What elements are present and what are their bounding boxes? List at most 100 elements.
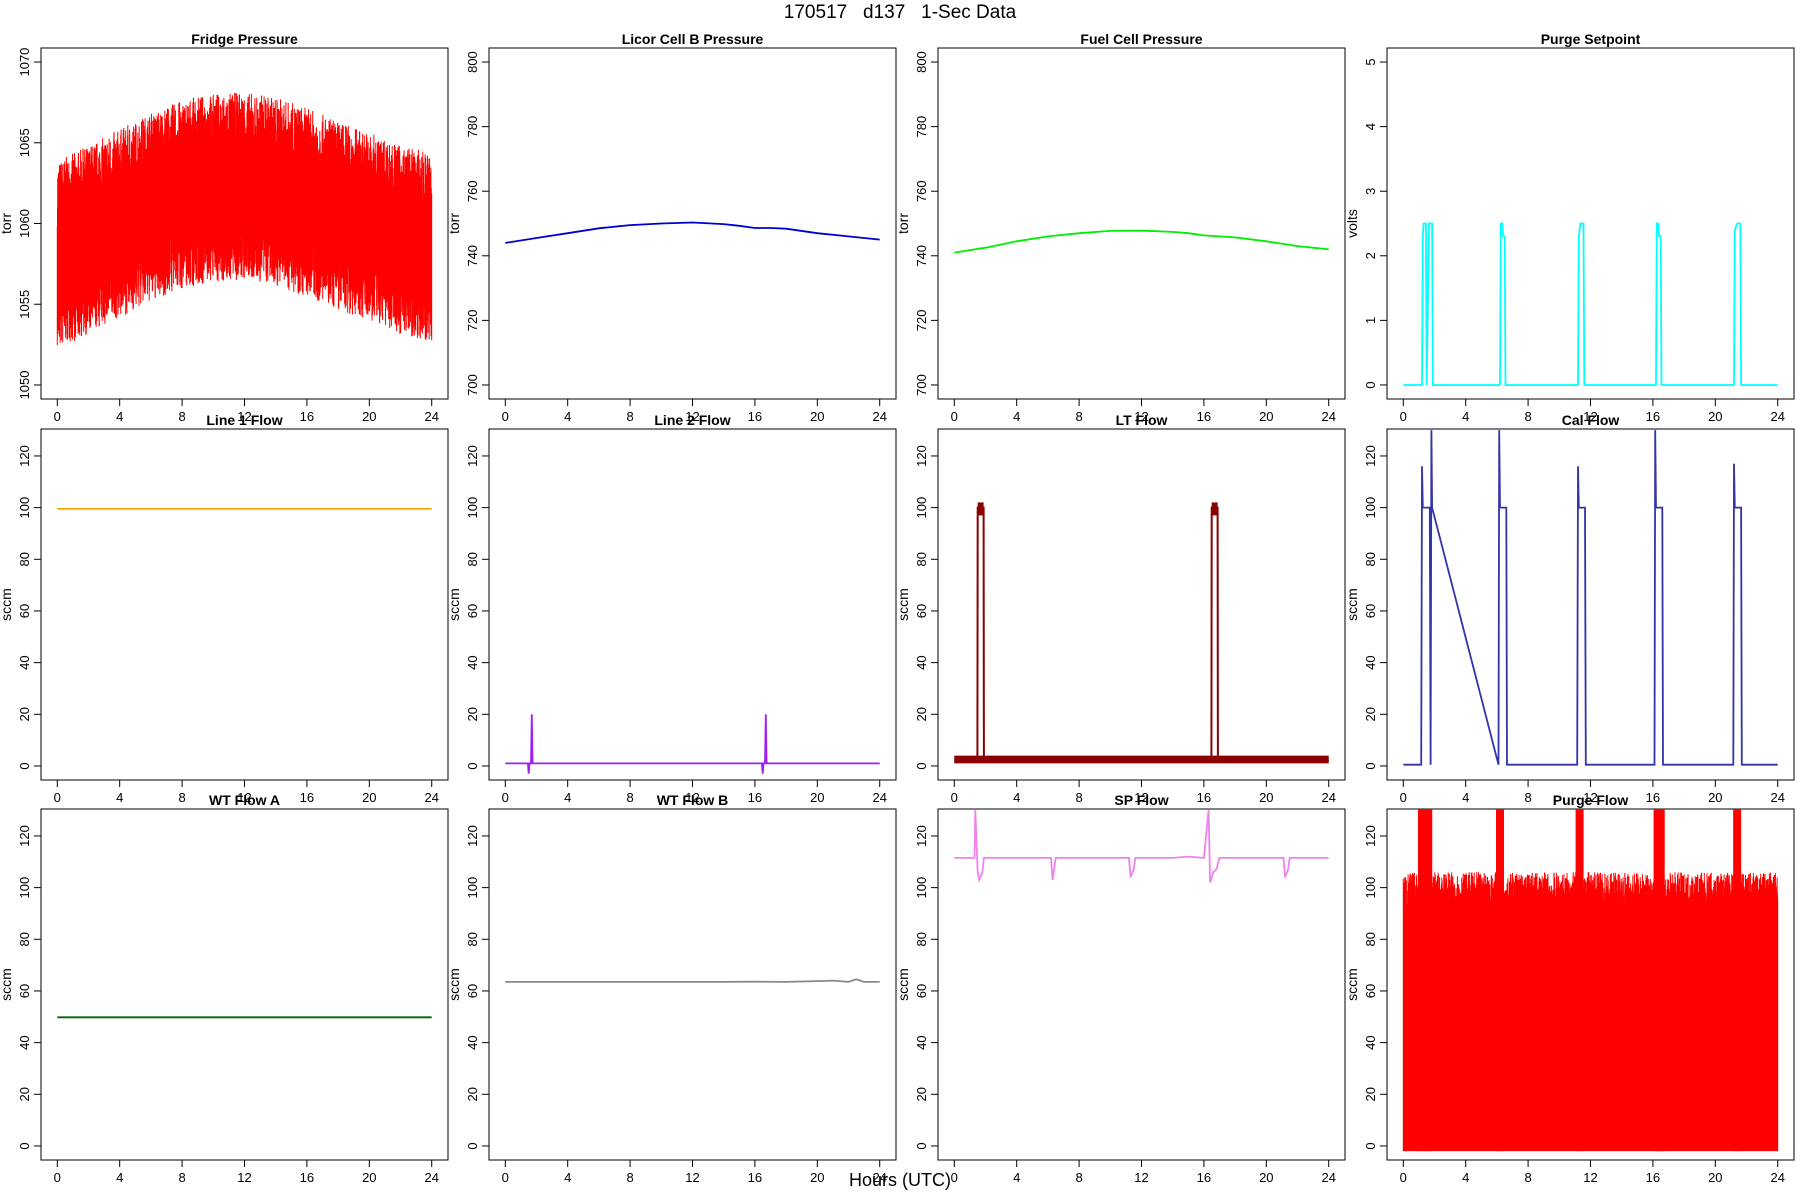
x-tick-label: 16 (1646, 409, 1660, 424)
chart-title: Fridge Pressure (191, 31, 298, 47)
plot-frame (40, 808, 449, 1161)
x-tick-label: 12 (685, 409, 699, 424)
plot-frame (40, 428, 449, 781)
y-tick-label: 0 (1363, 762, 1378, 769)
y-tick-label: 1050 (17, 370, 32, 399)
y-tick-label: 760 (914, 180, 929, 202)
x-tick-label: 12 (685, 790, 699, 805)
x-tick-label: 8 (1075, 409, 1082, 424)
x-tick-label: 0 (1400, 790, 1407, 805)
x-tick-label: 0 (54, 409, 61, 424)
data-series-line (1403, 430, 1778, 766)
x-tick-label: 8 (1075, 1170, 1082, 1185)
y-tick-label: 60 (465, 984, 480, 998)
x-tick-label: 12 (237, 1170, 251, 1185)
y-tick-label: 3 (1363, 188, 1378, 195)
x-tick-label: 16 (748, 790, 762, 805)
x-tick-label: 12 (1583, 409, 1597, 424)
data-spike (1733, 809, 1742, 1152)
x-tick-label: 0 (1400, 409, 1407, 424)
x-tick-label: 4 (564, 409, 571, 424)
x-tick-label: 16 (300, 1170, 314, 1185)
y-tick-label: 720 (465, 310, 480, 332)
y-axis-label: torr (446, 213, 462, 234)
y-tick-label: 100 (17, 877, 32, 899)
chart-title: Licor Cell B Pressure (622, 31, 764, 47)
y-tick-label: 100 (914, 877, 929, 899)
y-tick-label: 100 (465, 877, 480, 899)
data-spike (1575, 809, 1584, 1152)
x-tick-label: 20 (810, 1170, 824, 1185)
x-tick-label: 8 (1524, 409, 1531, 424)
x-axis-label: Hours (UTC) (849, 1170, 951, 1190)
chart-title: Purge Setpoint (1541, 31, 1641, 47)
y-tick-label: 760 (465, 180, 480, 202)
y-tick-label: 100 (1363, 877, 1378, 899)
y-axis-label: sccm (895, 968, 911, 1001)
x-tick-label: 12 (1583, 1170, 1597, 1185)
x-tick-label: 12 (237, 409, 251, 424)
y-tick-label: 120 (465, 445, 480, 467)
y-tick-label: 20 (465, 1087, 480, 1101)
x-tick-label: 12 (1134, 790, 1148, 805)
plot-frame (488, 808, 897, 1161)
y-axis-label: sccm (895, 588, 911, 621)
y-tick-label: 60 (17, 604, 32, 618)
y-tick-label: 1055 (17, 290, 32, 319)
x-tick-label: 4 (564, 1170, 571, 1185)
x-tick-label: 24 (872, 1170, 886, 1185)
data-band (954, 755, 1329, 764)
y-tick-label: 60 (1363, 984, 1378, 998)
y-tick-label: 780 (914, 116, 929, 138)
x-tick-label: 24 (424, 790, 438, 805)
x-tick-label: 8 (1075, 790, 1082, 805)
x-tick-label: 16 (1646, 790, 1660, 805)
x-tick-label: 16 (1197, 1170, 1211, 1185)
y-tick-label: 80 (17, 932, 32, 946)
y-tick-label: 0 (17, 1142, 32, 1149)
x-tick-label: 8 (626, 1170, 633, 1185)
plot-frame (488, 428, 897, 781)
x-tick-label: 20 (362, 1170, 376, 1185)
x-tick-label: 8 (178, 790, 185, 805)
x-tick-label: 8 (626, 409, 633, 424)
chart-panel: Licor Cell B Pressure torr 0 4 8 12 16 20 24 700 7… (446, 31, 897, 424)
y-tick-label: 20 (1363, 707, 1378, 721)
x-tick-label: 20 (810, 790, 824, 805)
y-tick-label: 20 (914, 707, 929, 721)
x-tick-label: 20 (1708, 1170, 1722, 1185)
y-tick-label: 0 (17, 762, 32, 769)
y-tick-label: 5 (1363, 58, 1378, 65)
y-tick-label: 80 (914, 552, 929, 566)
y-tick-label: 700 (914, 374, 929, 396)
y-axis-label: sccm (0, 588, 14, 621)
data-layer (1403, 430, 1778, 766)
data-plateau (977, 502, 984, 516)
x-tick-label: 24 (424, 1170, 438, 1185)
x-tick-label: 16 (300, 409, 314, 424)
y-tick-label: 0 (914, 1142, 929, 1149)
data-layer (954, 502, 1329, 764)
y-tick-label: 20 (465, 707, 480, 721)
x-tick-label: 12 (1583, 790, 1597, 805)
x-tick-label: 16 (1646, 1170, 1660, 1185)
y-tick-label: 120 (914, 445, 929, 467)
y-axis-label: sccm (446, 968, 462, 1001)
data-spike (1656, 809, 1665, 1152)
x-tick-label: 24 (424, 409, 438, 424)
plot-frame (1386, 47, 1795, 400)
x-tick-label: 20 (362, 409, 376, 424)
y-tick-label: 40 (465, 655, 480, 669)
x-tick-label: 24 (872, 409, 886, 424)
y-tick-label: 60 (17, 984, 32, 998)
data-layer (954, 229, 1329, 254)
data-layer (1403, 222, 1778, 386)
x-tick-label: 8 (1524, 1170, 1531, 1185)
x-tick-label: 0 (54, 790, 61, 805)
y-tick-label: 100 (17, 497, 32, 519)
x-tick-label: 24 (1770, 409, 1784, 424)
x-tick-label: 8 (178, 1170, 185, 1185)
